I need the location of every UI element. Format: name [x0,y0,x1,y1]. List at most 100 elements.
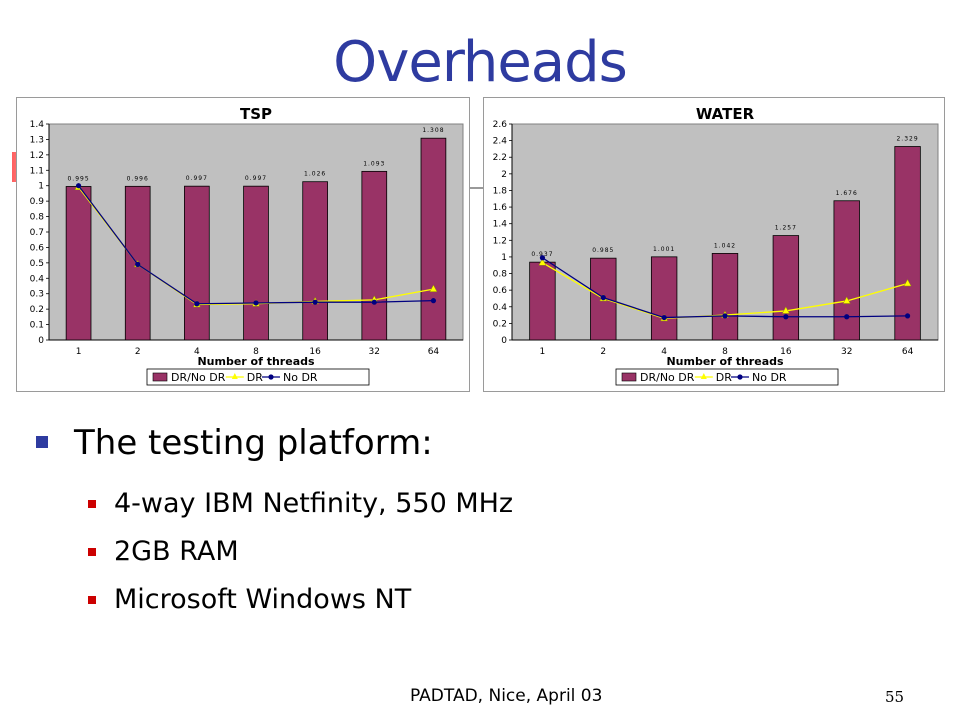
y-tick-label: 0.3 [30,290,44,300]
y-tick-label: 1.4 [30,120,45,130]
y-tick-label: 0.6 [493,286,508,296]
x-tick-label: 32 [841,347,852,357]
legend-marker [700,373,707,379]
y-tick-label: 0.6 [30,243,45,253]
bullet-square-icon [88,500,96,508]
y-tick-label: 2.2 [493,153,507,163]
bar [302,181,328,341]
legend-label: DR [716,371,732,384]
x-tick-label: 32 [369,347,380,357]
water-chart-svg: WATER 0 0.2 0.4 0.6 0.8 1 1.2 1.4 1.6 1.8 2 2.2 2.4 2.… [493,105,939,386]
y-tick-label: 1.8 [493,186,508,196]
chart-title: TSP [240,105,272,123]
y-tick-label: 0.4 [493,303,508,313]
bullet-content: The testing platform: 4-way IBM Netfinit… [36,420,513,624]
data-label: 1.001 [653,246,675,253]
dr-point [781,306,790,314]
dr-point [538,258,547,266]
bullet-main-text: The testing platform: [74,423,433,463]
sub-bullet-text: Microsoft Windows NT [114,584,412,615]
x-tick-label: 16 [780,347,792,357]
tsp-chart: TSP 0 0.1 0.2 0.3 0.4 0.5 0.6 0.7 0.8 0.9 1 1.1 1.2 1.… [16,97,470,392]
bar [184,185,210,341]
no-dr-point [135,261,141,267]
x-axis-label: Number of threads [666,355,784,368]
x-tick-label: 2 [600,347,606,357]
bar [529,261,556,341]
y-tick-label: 0.4 [30,274,45,284]
no-dr-point [722,313,728,319]
bullet-main: The testing platform: [36,420,513,466]
bar [243,185,269,341]
legend-swatch-bar [152,372,168,382]
legend-label: No DR [283,371,318,384]
bar [361,170,388,341]
no-dr-point [194,301,200,307]
y-tick-label: 0 [38,336,44,346]
x-tick-label: 8 [722,347,728,357]
bar [894,146,921,341]
legend-box [146,368,370,386]
bullet-square-icon [36,436,48,448]
y-tick-label: 0.5 [30,259,44,269]
data-label: 2.329 [896,136,918,143]
y-tick-label: 1 [501,253,507,263]
no-dr-point [312,299,318,305]
legend-marker [268,374,274,380]
x-tick-label: 4 [194,347,200,357]
y-tick-label: 1.2 [493,236,507,246]
data-label: 0.997 [186,175,208,182]
x-tick-label: 4 [661,347,667,357]
legend-label: DR [247,371,263,384]
data-label: 1.042 [714,242,736,249]
data-label: 0.995 [67,175,89,182]
bar [420,137,447,341]
x-tick-label: 64 [902,347,914,357]
y-tick-label: 0.2 [30,305,44,315]
y-tick-label: 0 [501,336,507,346]
y-tick-label: 0.1 [30,321,44,331]
legend-box [615,368,839,386]
sub-bullet-text: 2GB RAM [114,536,239,567]
y-tick-label: 2.6 [493,120,508,130]
sub-bullet: Microsoft Windows NT [36,576,513,624]
legend-label: DR/No DR [171,371,226,384]
y-tick-label: 2.4 [493,137,508,147]
y-tick-label: 1.1 [30,166,44,176]
legend-marker [737,374,743,380]
y-tick-label: 1 [38,182,44,192]
bar [772,235,800,341]
data-label: 1.676 [836,190,858,197]
bar [650,256,678,341]
x-tick-label: 16 [309,347,321,357]
data-label: 1.026 [304,171,326,178]
bar [711,253,739,341]
water-chart: WATER 0 0.2 0.4 0.6 0.8 1 1.2 1.4 1.6 1.8 2 2.2 2.4 2.… [483,97,945,392]
dr-point [429,284,438,292]
slide-title: Overheads [333,30,628,95]
no-dr-point [430,298,437,304]
bullet-square-icon [88,548,96,556]
bar [65,186,92,341]
y-tick-label: 1.6 [493,203,508,213]
legend-marker [231,373,238,379]
x-tick-label: 1 [76,347,82,357]
data-label: 1.308 [422,127,444,134]
no-dr-point [904,313,911,319]
x-tick-label: 64 [428,347,440,357]
x-axis-label: Number of threads [197,355,315,368]
no-dr-point [844,314,850,320]
data-label: 1.257 [775,225,797,232]
x-tick-label: 2 [135,347,141,357]
no-dr-point [661,314,667,321]
no-dr-point [371,299,377,305]
data-label: 0.985 [592,247,614,254]
tsp-chart-svg: TSP 0 0.1 0.2 0.3 0.4 0.5 0.6 0.7 0.8 0.9 1 1.1 1.2 1.… [30,105,464,386]
no-dr-point [253,300,259,306]
sub-bullet-list: 4-way IBM Netfinity, 550 MHz 2GB RAM Mic… [36,480,513,624]
y-tick-label: 1.3 [30,135,44,145]
y-tick-label: 0.2 [493,319,507,329]
y-tick-label: 1.4 [493,220,508,230]
decorative-connector-line [466,187,486,189]
y-tick-label: 1.2 [30,151,44,161]
